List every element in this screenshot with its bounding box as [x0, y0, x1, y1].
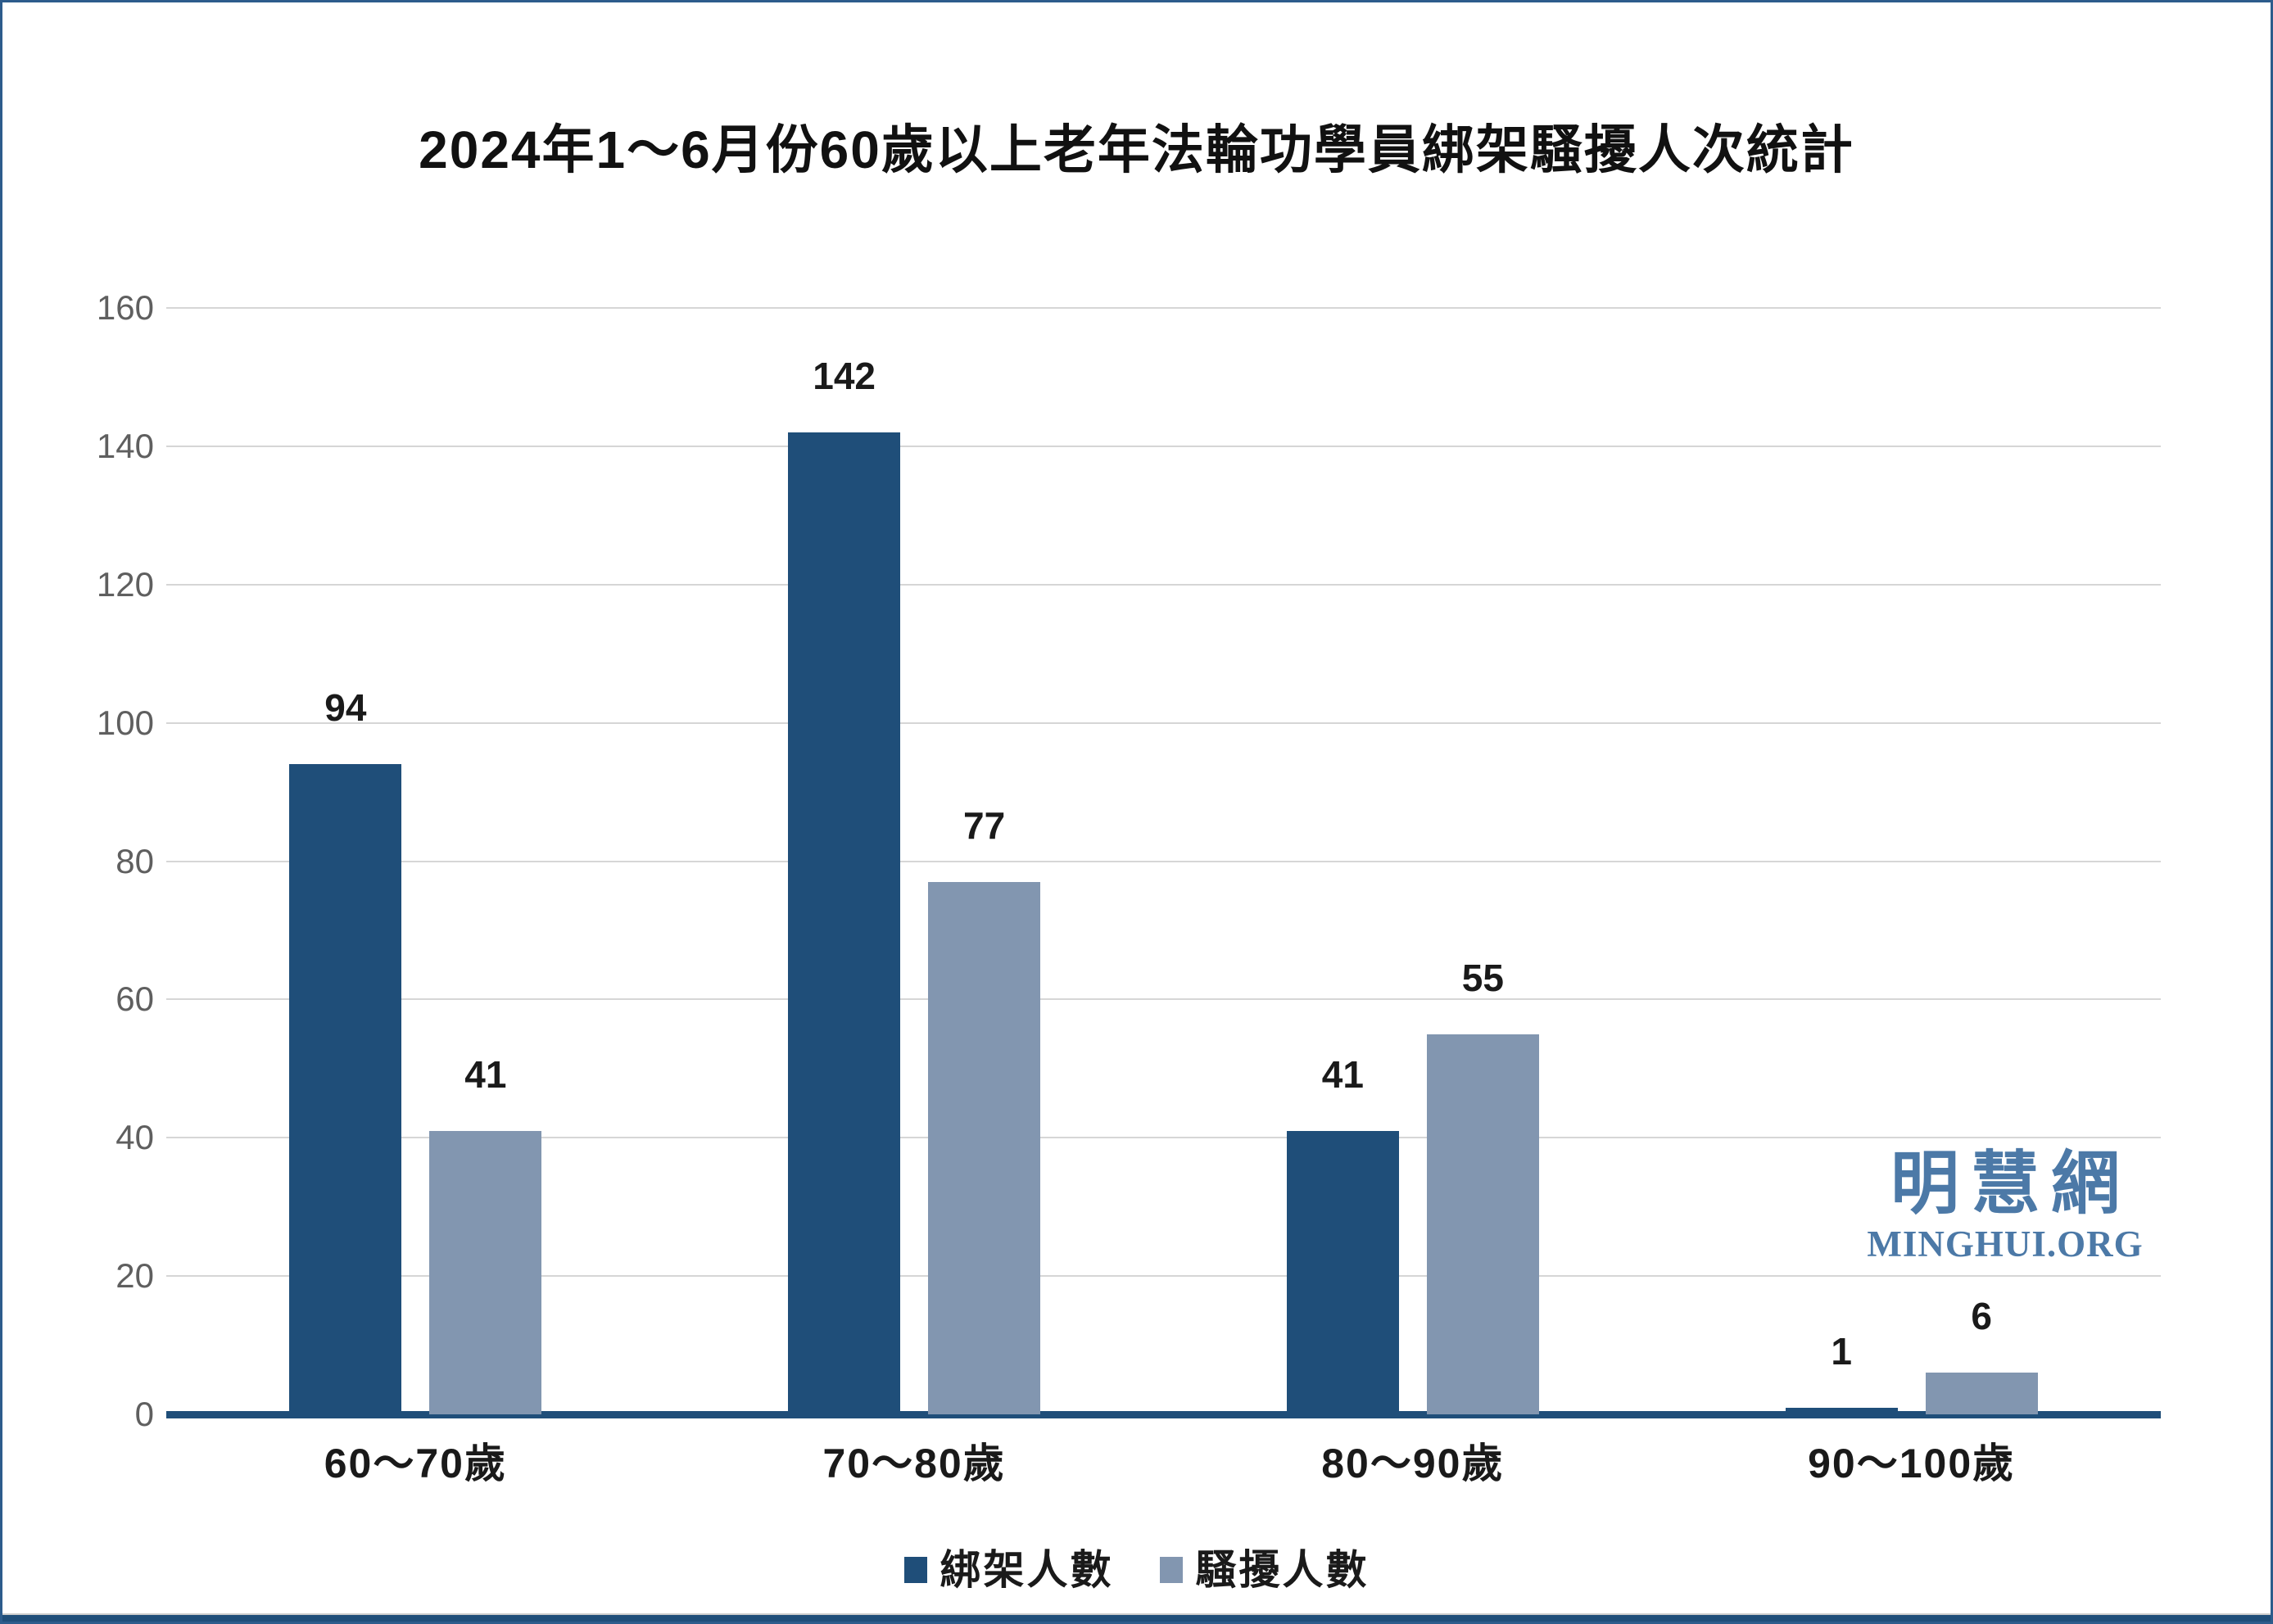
bar-value-label: 142	[813, 354, 876, 397]
y-tick-label: 120	[96, 564, 154, 604]
bar-kidnapped	[788, 432, 901, 1414]
bar-value-label: 41	[1321, 1052, 1364, 1096]
bottom-border-strip	[2, 1613, 2271, 1622]
legend-label-kidnapped: 綁架人數	[940, 1547, 1114, 1593]
y-tick-label: 60	[115, 979, 154, 1019]
gridline	[166, 860, 2161, 862]
gridline	[166, 1137, 2161, 1139]
minghui-watermark: 明慧網 MINGHUI.ORG	[1862, 1146, 2148, 1265]
bar-value-label: 94	[324, 686, 367, 730]
legend-swatch-harassed	[1159, 1557, 1183, 1583]
chart-title: 2024年1～6月份60歲以上老年法輪功學員綁架騷擾人次統計	[419, 120, 1854, 179]
bar-value-label: 41	[464, 1052, 507, 1096]
gridline	[166, 722, 2161, 724]
bar-value-label: 55	[1461, 956, 1504, 999]
gridline	[166, 1275, 2161, 1278]
bar-kidnapped	[1785, 1407, 1898, 1414]
x-axis-label: 90～100歲	[1808, 1441, 2016, 1486]
y-tick-label: 100	[96, 703, 154, 742]
y-tick-label: 140	[96, 426, 154, 465]
chart-legend: 綁架人數 騷擾人數	[2, 1545, 2271, 1595]
gridline	[166, 445, 2161, 447]
bar-kidnapped	[289, 764, 402, 1414]
bar-kidnapped	[1286, 1130, 1399, 1414]
gridline	[166, 583, 2161, 586]
legend-item-harassed: 騷擾人數	[1159, 1545, 1370, 1595]
bar-harassed	[928, 881, 1041, 1414]
x-axis-label: 60～70歲	[324, 1441, 507, 1486]
gridline	[166, 307, 2161, 309]
x-axis-label: 80～90歲	[1321, 1441, 1505, 1486]
bar-value-label: 77	[963, 803, 1006, 847]
watermark-chinese-text: 明慧網	[1890, 1145, 2131, 1222]
legend-label-harassed: 騷擾人數	[1195, 1547, 1370, 1593]
y-tick-label: 40	[115, 1118, 154, 1157]
bar-harassed	[1426, 1034, 1539, 1414]
x-axis-label: 70～80歲	[822, 1441, 1006, 1486]
bar-value-label: 1	[1831, 1329, 1852, 1373]
x-axis-baseline	[166, 1411, 2161, 1418]
legend-item-kidnapped: 綁架人數	[903, 1545, 1114, 1595]
y-tick-label: 20	[115, 1256, 154, 1296]
y-tick-label: 80	[115, 841, 154, 880]
watermark-english-text: MINGHUI.ORG	[1867, 1224, 2144, 1264]
bar-harassed	[429, 1130, 542, 1414]
y-tick-label: 0	[134, 1395, 154, 1433]
legend-swatch-kidnapped	[903, 1557, 927, 1583]
bar-harassed	[1925, 1373, 2038, 1414]
bar-value-label: 6	[1971, 1295, 1992, 1338]
gridline	[166, 998, 2161, 1001]
y-tick-label: 160	[96, 288, 154, 327]
